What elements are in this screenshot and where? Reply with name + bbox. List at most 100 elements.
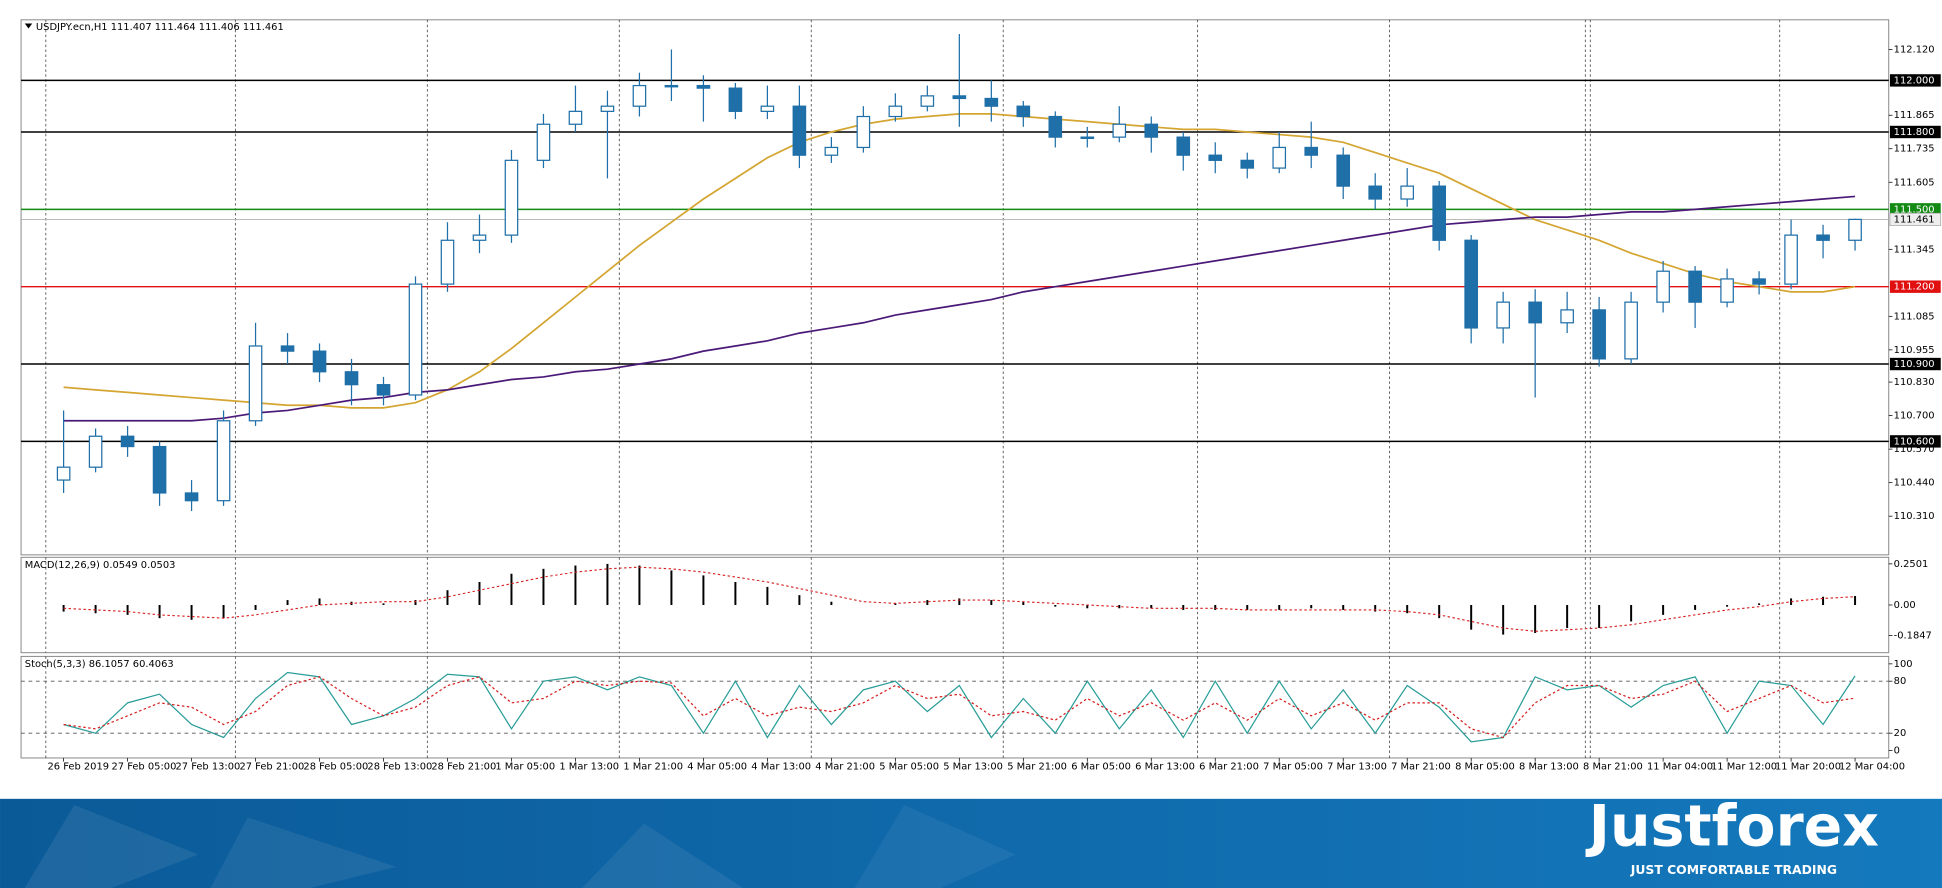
candle-body xyxy=(1592,309,1606,360)
y-tick-label: 110.955 xyxy=(1894,345,1935,356)
y-tick-label: 110.310 xyxy=(1894,511,1935,522)
candle-body xyxy=(312,350,327,373)
y-tick-label: 0.00 xyxy=(1894,600,1916,611)
candle-body xyxy=(1560,309,1574,324)
candle-body xyxy=(856,115,871,149)
x-tick-label: 11 Mar 12:00 xyxy=(1711,762,1777,773)
panel-title: Stoch(5,3,3) 86.1057 60.4063 xyxy=(25,659,174,670)
candle-body xyxy=(600,105,615,112)
y-tick-label: 111.605 xyxy=(1894,177,1935,188)
candle-body xyxy=(664,84,679,88)
x-tick-label: 5 Mar 05:00 xyxy=(879,762,939,773)
level-label-box xyxy=(1889,280,1941,293)
x-tick-label: 7 Mar 21:00 xyxy=(1391,762,1451,773)
x-tick-label: 7 Mar 05:00 xyxy=(1263,762,1323,773)
x-tick-label: 27 Feb 05:00 xyxy=(111,762,176,773)
candle-body xyxy=(1048,115,1063,138)
level-label-box xyxy=(1889,435,1941,448)
y-tick-label: 111.735 xyxy=(1894,144,1935,155)
candle-body xyxy=(1240,159,1255,169)
x-tick-label: 4 Mar 13:00 xyxy=(751,762,811,773)
macd-signal xyxy=(63,566,1856,632)
candle-body xyxy=(216,420,231,502)
candle-body xyxy=(1432,185,1446,241)
level-label-box xyxy=(1889,74,1941,87)
candle-body xyxy=(1112,123,1127,138)
stoch-line xyxy=(63,671,1856,743)
x-tick-label: 12 Mar 04:00 xyxy=(1839,762,1905,773)
y-tick-label: 110.570 xyxy=(1894,444,1935,455)
chart-title: USDJPY.ecn,H1 111.407 111.464 111.406 11… xyxy=(36,22,284,33)
y-tick-label: 111.865 xyxy=(1894,110,1935,121)
candle-body xyxy=(1496,301,1510,329)
y-tick-label: -0.1847 xyxy=(1894,630,1932,641)
candle-body xyxy=(888,105,903,118)
candle-body xyxy=(1176,136,1191,156)
y-tick-label: 100 xyxy=(1894,659,1913,670)
brand-tagline: JUST COMFORTABLE TRADING xyxy=(1630,863,1837,877)
candle-body xyxy=(120,435,135,448)
candle-body xyxy=(344,371,359,386)
x-tick-label: 5 Mar 21:00 xyxy=(1007,762,1067,773)
x-tick-label: 6 Mar 13:00 xyxy=(1135,762,1195,773)
x-tick-label: 8 Mar 05:00 xyxy=(1455,762,1515,773)
candle-body xyxy=(1816,234,1830,241)
x-tick-label: 7 Mar 13:00 xyxy=(1327,762,1387,773)
x-tick-label: 6 Mar 05:00 xyxy=(1071,762,1131,773)
x-tick-label: 28 Feb 05:00 xyxy=(303,762,368,773)
banner-shape xyxy=(210,817,397,888)
x-tick-label: 6 Mar 21:00 xyxy=(1199,762,1259,773)
x-tick-label: 5 Mar 13:00 xyxy=(943,762,1003,773)
candle-body xyxy=(1016,105,1031,118)
candle-body xyxy=(1368,185,1383,200)
x-tick-label: 8 Mar 21:00 xyxy=(1583,762,1643,773)
x-tick-label: 28 Feb 21:00 xyxy=(431,762,496,773)
candle-body xyxy=(1400,185,1415,200)
y-tick-label: 80 xyxy=(1894,676,1907,687)
candle-body xyxy=(1848,218,1862,241)
candle-body xyxy=(1272,146,1287,169)
stoch-panel xyxy=(20,655,1890,759)
last-price-box xyxy=(1889,212,1942,226)
candle-body xyxy=(1784,234,1798,285)
banner-shape xyxy=(582,823,744,888)
y-tick-label: 111.085 xyxy=(1894,311,1935,322)
level-label: 110.600 xyxy=(1894,436,1935,447)
brand-logo: Justforex xyxy=(1585,793,1879,859)
last-price-label: 111.461 xyxy=(1894,214,1935,225)
level-label: 111.500 xyxy=(1894,204,1935,215)
candle-body xyxy=(1144,123,1159,138)
x-tick-label: 1 Mar 21:00 xyxy=(623,762,683,773)
x-tick-label: 1 Mar 05:00 xyxy=(495,762,555,773)
candle-body xyxy=(792,105,807,156)
candle-body xyxy=(376,384,391,396)
x-tick-label: 8 Mar 13:00 xyxy=(1519,762,1579,773)
plot-layer: 112.120 111.865 111.735 111.605 111.345 111.0… xyxy=(21,22,1942,773)
candle-body xyxy=(1656,270,1670,303)
candle-body xyxy=(632,84,647,107)
y-tick-label: 110.700 xyxy=(1894,411,1935,422)
candle-body xyxy=(728,87,743,112)
candle-body xyxy=(1208,154,1223,161)
candle-body xyxy=(1624,301,1638,360)
candle-body xyxy=(824,146,839,156)
y-tick-label: 0.2501 xyxy=(1894,559,1929,570)
candle-body xyxy=(504,159,519,236)
level-label: 110.900 xyxy=(1894,359,1935,370)
candle-body xyxy=(952,95,967,100)
candle-body xyxy=(1688,270,1702,303)
title-marker xyxy=(24,23,33,29)
x-tick-label: 27 Feb 13:00 xyxy=(175,762,240,773)
candle-body xyxy=(280,345,295,352)
candle-body xyxy=(248,345,263,422)
candle-body xyxy=(760,105,775,112)
x-tick-label: 1 Mar 13:00 xyxy=(559,762,619,773)
level-label: 112.000 xyxy=(1894,75,1935,86)
candle-body xyxy=(1304,146,1319,156)
candle-body xyxy=(88,435,103,468)
candle-body xyxy=(536,123,551,161)
candle-body xyxy=(1752,278,1766,285)
x-tick-label: 26 Feb 2019 xyxy=(48,762,110,773)
x-tick-label: 28 Feb 13:00 xyxy=(367,762,432,773)
